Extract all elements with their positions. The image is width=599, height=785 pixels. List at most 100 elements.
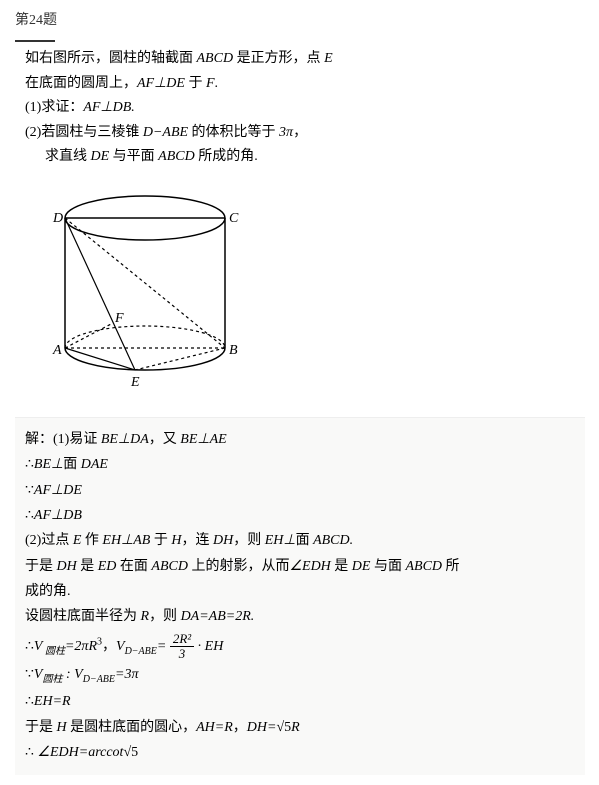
text: 是圆柱底面的圆心， <box>67 720 197 735</box>
expr: =3π <box>115 667 138 682</box>
text: 解：(1)易证 <box>25 432 101 447</box>
var: DE <box>91 149 110 164</box>
sol-line-10: ∴EH=R <box>25 691 575 713</box>
text: 设圆柱底面半径为 <box>25 609 141 624</box>
problem-statement: 如右图所示，圆柱的轴截面 ABCD 是正方形，点 E 在底面的圆周上，AF⊥DE… <box>25 48 585 168</box>
text: . <box>215 76 219 91</box>
sol-line-3: ∴AF⊥DB <box>25 505 575 527</box>
expr: BE⊥DA <box>101 432 149 447</box>
expr: AF⊥DB. <box>83 100 134 115</box>
problem-line-1: 如右图所示，圆柱的轴截面 ABCD 是正方形，点 E <box>25 48 585 70</box>
sym: ∵ <box>25 667 34 682</box>
var: V <box>116 639 125 654</box>
text: 作 <box>81 533 102 548</box>
label-E: E <box>130 375 140 390</box>
expr: ∠EDH <box>37 745 78 760</box>
expr: AF⊥DB <box>34 508 82 523</box>
sym: ∴ <box>25 745 37 760</box>
sol-line-0: 解：(1)易证 BE⊥DA，又 BE⊥AE <box>25 429 575 451</box>
sol-line-9: ∵V圆柱 : VD−ABE=3π <box>25 664 575 688</box>
var: H <box>57 720 67 735</box>
text: 面 <box>63 457 81 472</box>
text: (2)若圆柱与三棱锥 <box>25 125 143 140</box>
text: 是正方形，点 <box>233 51 324 66</box>
text: 是 <box>77 559 98 574</box>
sym: ∴ <box>25 639 34 654</box>
text: (1)求证： <box>25 100 83 115</box>
var: H <box>171 533 181 548</box>
sub: D−ABE <box>83 674 115 685</box>
label-B: B <box>229 343 238 358</box>
var: ABCD <box>197 51 234 66</box>
expr: EH⊥ <box>265 533 296 548</box>
text: 的体积比等于 <box>188 125 279 140</box>
sym: ∴ <box>25 694 34 709</box>
expr: AF⊥DE <box>34 483 82 498</box>
fraction: 2R²3 <box>170 632 194 662</box>
question-1: (1)求证：AF⊥DB. <box>25 97 585 119</box>
question-number: 第24题 <box>15 10 585 32</box>
text: 如右图所示，圆柱的轴截面 <box>25 51 197 66</box>
sol-line-2: ∵AF⊥DE <box>25 480 575 502</box>
text: 求直线 <box>45 149 91 164</box>
var: F <box>206 76 215 91</box>
expr: 3π <box>279 125 293 140</box>
var: R <box>291 720 300 735</box>
text: ，则 <box>233 533 265 548</box>
sub: 圆柱 <box>42 674 62 685</box>
text: 上的射影，从而 <box>188 559 290 574</box>
text: 所 <box>442 559 460 574</box>
text: ，则 <box>149 609 181 624</box>
label-F: F <box>114 311 124 326</box>
solution-block: 解：(1)易证 BE⊥DA，又 BE⊥AE ∴BE⊥面 DAE ∵AF⊥DE ∴… <box>15 417 585 776</box>
sol-line-5: 于是 DH 是 ED 在面 ABCD 上的射影，从而∠EDH 是 DE 与面 A… <box>25 556 575 578</box>
text: 在底面的圆周上， <box>25 76 137 91</box>
sol-line-4: (2)过点 E 作 EH⊥AB 于 H，连 DH，则 EH⊥面 ABCD. <box>25 530 575 552</box>
func: =arccot <box>79 745 124 760</box>
text: 与平面 <box>109 149 158 164</box>
cylinder-diagram: D C A B E F <box>35 178 585 406</box>
var: EH <box>205 639 224 654</box>
text: 面 <box>296 533 314 548</box>
label-A: A <box>52 343 62 358</box>
expr: BE⊥ <box>34 457 63 472</box>
var: E <box>324 51 333 66</box>
question-2-cont: 求直线 DE 与平面 ABCD 所成的角. <box>45 146 585 168</box>
var: DE <box>352 559 371 574</box>
sym: ∵ <box>25 483 34 498</box>
expr: EH=R <box>34 694 71 709</box>
sol-line-12: ∴ ∠EDH=arccot√5 <box>25 742 575 764</box>
var: DH <box>213 533 233 548</box>
sub: D−ABE <box>125 646 157 657</box>
label-D: D <box>52 211 63 226</box>
text: 于是 <box>25 720 57 735</box>
problem-line-2: 在底面的圆周上，AF⊥DE 于 F. <box>25 73 585 95</box>
question-2: (2)若圆柱与三棱锥 D−ABE 的体积比等于 3π， <box>25 122 585 144</box>
var: V <box>74 667 83 682</box>
sol-line-6: 成的角. <box>25 581 575 603</box>
sym: ∴ <box>25 457 34 472</box>
var: ABCD <box>151 559 188 574</box>
text: (2)过点 <box>25 533 73 548</box>
text: 于 <box>150 533 171 548</box>
expr: AF⊥DE <box>137 76 185 91</box>
sub: 圆柱 <box>42 646 65 657</box>
sol-line-8: ∴V 圆柱=2πR3，VD−ABE= 2R²3 · EH <box>25 632 575 662</box>
expr: =2πR <box>65 639 97 654</box>
text: 于是 <box>25 559 57 574</box>
divider <box>15 40 55 42</box>
var: ABCD <box>158 149 195 164</box>
text: 在面 <box>116 559 151 574</box>
expr: D−ABE <box>143 125 188 140</box>
expr: ∠EDH <box>289 559 330 574</box>
expr: ABCD. <box>313 533 353 548</box>
text: 所成的角. <box>195 149 258 164</box>
expr: BE⊥AE <box>180 432 226 447</box>
expr: DA=AB=2R. <box>181 609 255 624</box>
expr: EH⊥AB <box>102 533 150 548</box>
text: 于 <box>185 76 206 91</box>
expr: AH=R <box>196 720 233 735</box>
text: ，又 <box>149 432 181 447</box>
expr: DH= <box>247 720 277 735</box>
sol-line-1: ∴BE⊥面 DAE <box>25 454 575 476</box>
